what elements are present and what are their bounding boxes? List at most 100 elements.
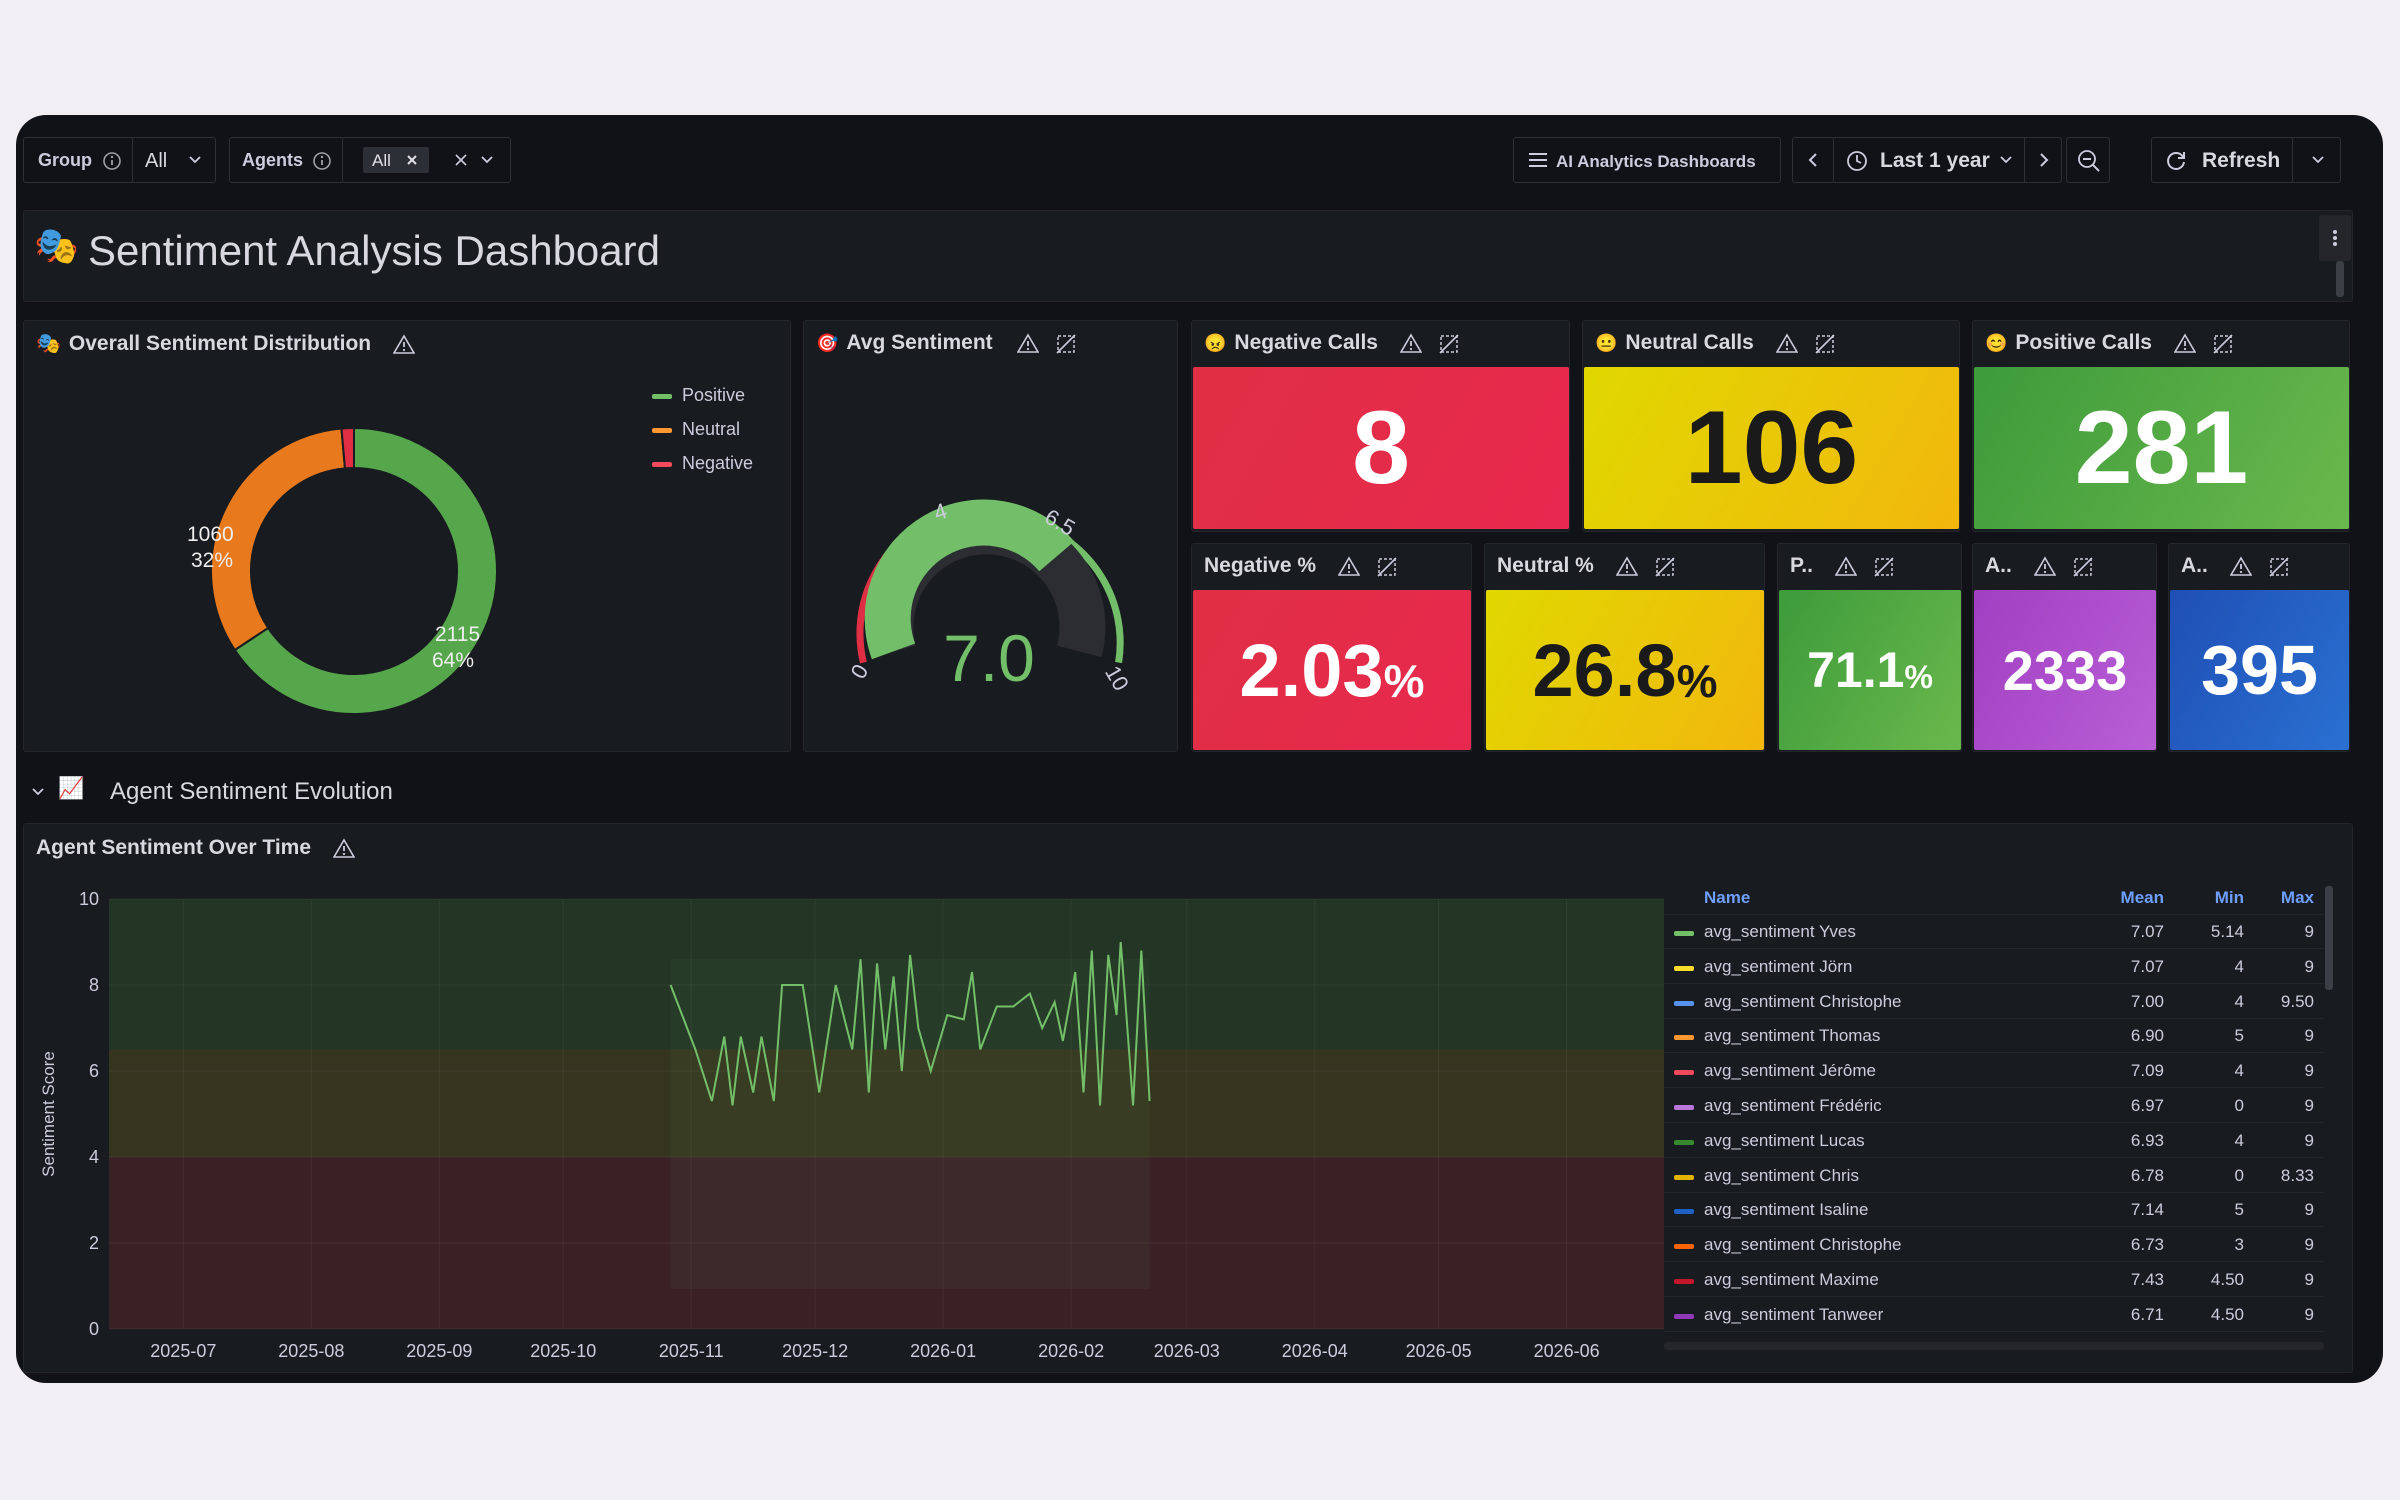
warning-icon[interactable] — [2173, 333, 2196, 353]
legend-row[interactable]: avg_sentiment Frédéric 6.97 0 9 — [1664, 1089, 2324, 1123]
warning-icon[interactable] — [1615, 556, 1638, 576]
no-time-sync-icon[interactable] — [1873, 556, 1895, 577]
donut-slice-positive[interactable] — [233, 426, 498, 715]
panel-title: Agent Sentiment Over Time — [36, 836, 312, 859]
row-toggle[interactable]: 📈 Agent Sentiment Evolution — [30, 775, 490, 809]
panel-title: Avg Sentiment — [846, 331, 993, 354]
legend-row[interactable]: avg_sentiment Yves 7.07 5.14 9 — [1664, 915, 2324, 949]
time-back-button[interactable] — [1793, 138, 1833, 182]
page-title: Sentiment Analysis Dashboard — [88, 227, 660, 274]
series-max: 9 — [2304, 922, 2314, 941]
no-time-sync-icon[interactable] — [2212, 333, 2234, 354]
donut-slice-negative[interactable] — [340, 426, 355, 470]
clear-icon[interactable] — [454, 153, 468, 167]
series-min: 3 — [2234, 1235, 2244, 1255]
panel-title: P.. — [1790, 554, 1813, 577]
series-color-swatch — [1674, 931, 1694, 936]
panel-menu-button[interactable] — [2319, 215, 2351, 261]
warning-icon[interactable] — [333, 838, 356, 858]
series-min: 4 — [2234, 991, 2244, 1011]
series-max: 9 — [2304, 1026, 2314, 1046]
scrollbar[interactable] — [2336, 261, 2344, 297]
warning-icon[interactable] — [1834, 556, 1857, 576]
time-picker: Last 1 year — [1792, 137, 2062, 183]
legend-row[interactable]: avg_sentiment Christophe 6.73 3 9 — [1664, 1228, 2324, 1263]
x-tick-label: 2026-02 — [1038, 1341, 1104, 1361]
series-min: 4.50 — [2210, 1304, 2244, 1324]
menu-icon — [1528, 152, 1548, 168]
legend-row[interactable]: avg_sentiment Lucas 6.93 4 9 — [1664, 1124, 2324, 1158]
no-time-sync-icon[interactable] — [2268, 556, 2290, 577]
legend-row[interactable]: avg_sentiment Maxime 7.43 4.50 9 — [1664, 1263, 2324, 1297]
legend-scrollbar[interactable] — [2325, 886, 2333, 990]
x-tick-label: 2025-12 — [782, 1341, 848, 1361]
close-icon[interactable] — [405, 153, 419, 167]
no-time-sync-icon[interactable] — [1814, 333, 1836, 354]
threshold-band-negative — [109, 1157, 1664, 1329]
legend-header-name[interactable]: Name — [1704, 888, 1751, 907]
dashboards-button[interactable]: AI Analytics Dashboards — [1513, 137, 1781, 183]
legend-item[interactable]: Neutral — [652, 419, 782, 453]
legend-label: Negative — [682, 453, 754, 473]
group-select[interactable]: All — [133, 138, 216, 182]
series-max: 9 — [2304, 1235, 2314, 1255]
warning-icon[interactable] — [1338, 556, 1361, 576]
series-color-swatch — [1674, 1035, 1694, 1041]
legend-header-max[interactable]: Max — [2280, 888, 2314, 907]
y-tick-label: 8 — [89, 975, 99, 995]
chevron-down-icon[interactable] — [479, 153, 495, 167]
warning-icon[interactable] — [1016, 333, 1039, 353]
zoom-out-button[interactable] — [2066, 137, 2110, 183]
legend-label: Positive — [682, 385, 746, 405]
refresh-picker: Refresh — [2151, 137, 2341, 183]
warning-icon[interactable] — [1775, 333, 1798, 353]
legend-row[interactable]: avg_sentiment Isaline 7.14 5 9 — [1664, 1193, 2324, 1228]
legend-row[interactable]: avg_sentiment Christophe 7.00 4 9.50 — [1664, 985, 2324, 1019]
chevron-down-icon[interactable] — [2310, 153, 2326, 167]
series-name: avg_sentiment Thomas — [1704, 1026, 1881, 1046]
legend-row[interactable]: avg_sentiment Jörn 7.07 4 9 — [1664, 950, 2324, 984]
legend-row[interactable]: avg_sentiment Jérôme 7.09 4 9 — [1664, 1054, 2324, 1089]
series-mean: 6.97 — [2130, 1096, 2164, 1115]
stat-unit: % — [1383, 655, 1425, 707]
no-time-sync-icon[interactable] — [1055, 333, 1077, 354]
no-time-sync-icon[interactable] — [1438, 333, 1460, 354]
warning-icon[interactable] — [1400, 333, 1422, 353]
series-max: 9 — [2304, 1200, 2314, 1220]
refresh-button[interactable]: Refresh — [2152, 138, 2292, 182]
dart-icon: 🎯 — [816, 332, 839, 353]
series-name: avg_sentiment Yves — [1704, 922, 1856, 941]
legend-header-min[interactable]: Min — [2214, 888, 2244, 907]
stat-box: 71.1% — [1779, 590, 1961, 750]
series-mean: 7.09 — [2130, 1061, 2164, 1081]
no-time-sync-icon[interactable] — [1376, 556, 1398, 577]
more-vertical-icon — [2332, 229, 2338, 247]
legend-row[interactable]: avg_sentiment Thomas 6.90 5 9 — [1664, 1019, 2324, 1054]
a-panel-1: A.. 2333 — [1972, 543, 2157, 752]
refresh-label: Refresh — [2202, 149, 2281, 172]
x-tick-label: 2025-08 — [278, 1341, 344, 1361]
agents-chip[interactable]: All — [363, 147, 429, 173]
series-color-swatch — [1674, 1000, 1694, 1006]
time-forward-button[interactable] — [2025, 138, 2063, 182]
legend-header-mean[interactable]: Mean — [2120, 888, 2164, 907]
donut-legend: Positive Neutral Negative — [652, 385, 782, 487]
donut-chart — [210, 426, 498, 715]
stat-unit: % — [1904, 658, 1933, 695]
series-line[interactable] — [669, 941, 1151, 1106]
legend-item[interactable]: Positive — [652, 385, 782, 419]
time-range-select[interactable]: Last 1 year — [1834, 138, 2024, 182]
legend-item[interactable]: Negative — [652, 453, 782, 487]
warning-icon[interactable] — [393, 333, 416, 354]
warning-icon[interactable] — [2033, 556, 2056, 576]
no-time-sync-icon[interactable] — [2072, 556, 2094, 577]
series-min: 5 — [2234, 1026, 2244, 1046]
y-tick-label: 4 — [89, 1147, 99, 1167]
chart-icon: 📈 — [58, 777, 85, 800]
chevron-down-icon — [1998, 153, 2014, 167]
series-mean: 7.07 — [2130, 956, 2164, 976]
warning-icon[interactable] — [2229, 556, 2252, 576]
no-time-sync-icon[interactable] — [1654, 556, 1676, 577]
legend-row[interactable]: avg_sentiment Chris 6.78 0 8.33 — [1664, 1159, 2324, 1193]
legend-row[interactable]: avg_sentiment Tanweer 6.71 4.50 9 — [1664, 1298, 2324, 1332]
